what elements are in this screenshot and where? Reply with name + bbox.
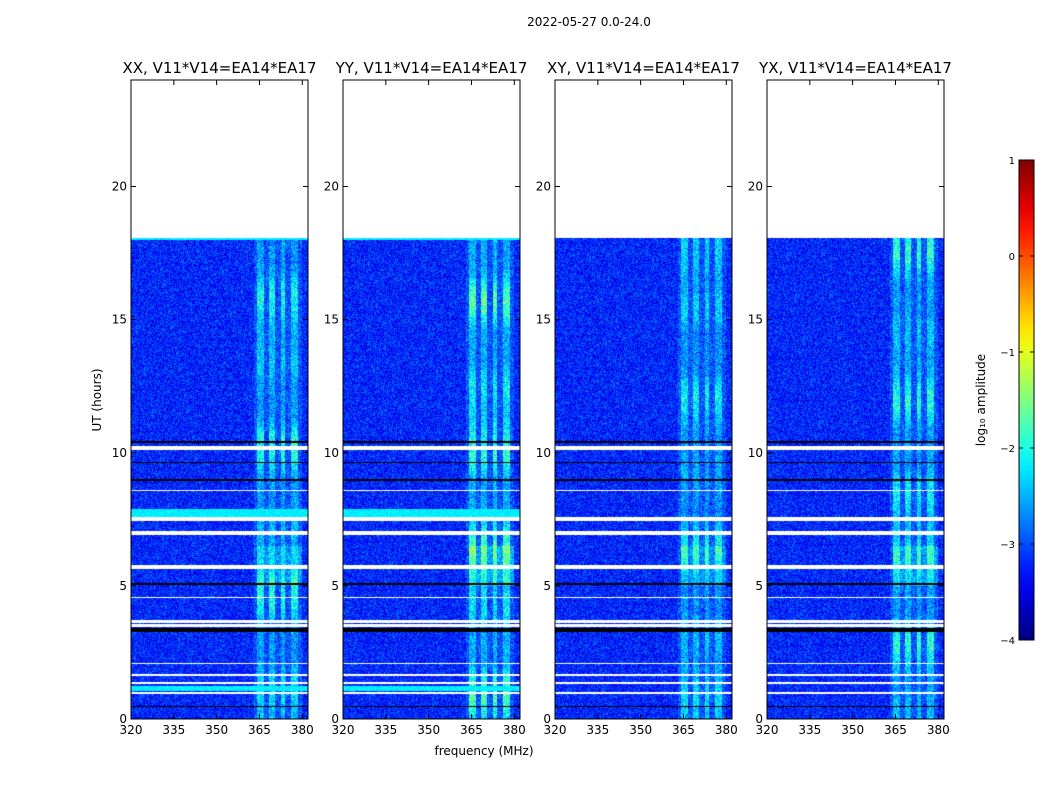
heatmap-image xyxy=(555,80,732,719)
y-tick-label: 0 xyxy=(119,712,127,726)
panel-title: XX, V11*V14=EA14*EA17 xyxy=(122,59,316,77)
x-tick-label: 365 xyxy=(248,723,271,737)
colorbar: −4 −3 −2 −1 0 1 log₁₀ amplitude xyxy=(974,156,1035,647)
y-tick-label: 5 xyxy=(331,579,339,593)
y-tick-label: 10 xyxy=(324,446,339,460)
y-tick-label: 0 xyxy=(755,712,763,726)
y-tick-label: 15 xyxy=(112,313,127,327)
x-tick-label: 350 xyxy=(417,723,440,737)
plot-frame xyxy=(130,79,309,720)
colorbar-tick-label: −3 xyxy=(1000,540,1015,551)
colorbar-label: log₁₀ amplitude xyxy=(974,354,988,446)
x-tick-label: 335 xyxy=(374,723,397,737)
panel-0: XX, V11*V14=EA14*EA17 320 335 350 365 380 0 5 10… xyxy=(112,59,317,737)
plot-frame xyxy=(342,79,521,720)
figure-title: 2022-05-27 0.0-24.0 xyxy=(527,15,651,29)
y-tick-label: 5 xyxy=(543,579,551,593)
y-tick-label: 10 xyxy=(536,446,551,460)
panels: XX, V11*V14=EA14*EA17 320 335 350 365 380 0 5 10… xyxy=(112,59,952,737)
y-tick-label: 20 xyxy=(324,180,339,194)
x-tick-label: 320 xyxy=(332,723,355,737)
y-tick-label: 15 xyxy=(324,313,339,327)
colorbar-tick-label: −4 xyxy=(1000,636,1015,647)
x-tick-label: 365 xyxy=(884,723,907,737)
x-tick-label: 335 xyxy=(798,723,821,737)
x-tick-label: 380 xyxy=(503,723,526,737)
y-tick-label: 20 xyxy=(536,180,551,194)
y-tick-label: 15 xyxy=(536,313,551,327)
panel-title: YX, V11*V14=EA14*EA17 xyxy=(758,59,952,77)
heatmap-image xyxy=(343,80,520,719)
y-tick-label: 0 xyxy=(331,712,339,726)
x-tick-label: 320 xyxy=(544,723,567,737)
y-axis-label: UT (hours) xyxy=(90,368,104,431)
y-tick-label: 20 xyxy=(748,180,763,194)
y-tick-label: 10 xyxy=(748,446,763,460)
panel-1: YY, V11*V14=EA14*EA17 320 335 350 365 380 0 5 10… xyxy=(324,59,528,737)
x-tick-label: 320 xyxy=(120,723,143,737)
x-tick-label: 350 xyxy=(841,723,864,737)
x-axis-label: frequency (MHz) xyxy=(434,744,533,758)
x-tick-label: 320 xyxy=(756,723,779,737)
x-tick-label: 350 xyxy=(629,723,652,737)
x-tick-label: 335 xyxy=(586,723,609,737)
colorbar-tick-label: 0 xyxy=(1009,252,1015,263)
x-tick-label: 380 xyxy=(715,723,738,737)
panel-2: XY, V11*V14=EA14*EA17 320 335 350 365 380 0 5 10… xyxy=(536,59,740,737)
colorbar-tick-label: −1 xyxy=(1000,348,1015,359)
colorbar-tick-label: 1 xyxy=(1009,156,1015,167)
x-tick-label: 380 xyxy=(291,723,314,737)
panel-title: YY, V11*V14=EA14*EA17 xyxy=(335,59,528,77)
panel-title: XY, V11*V14=EA14*EA17 xyxy=(547,59,740,77)
y-tick-label: 20 xyxy=(112,180,127,194)
plot-frame xyxy=(554,79,733,720)
y-tick-label: 0 xyxy=(543,712,551,726)
heatmap-image xyxy=(131,80,308,719)
x-tick-label: 350 xyxy=(205,723,228,737)
plot-frame xyxy=(766,79,945,720)
colorbar-tick-label: −2 xyxy=(1000,444,1015,455)
x-tick-label: 335 xyxy=(162,723,185,737)
x-tick-label: 380 xyxy=(927,723,950,737)
panel-3: YX, V11*V14=EA14*EA17 320 335 350 365 380 0 5 10… xyxy=(748,59,952,737)
y-tick-label: 10 xyxy=(112,446,127,460)
colorbar-gradient xyxy=(1018,159,1035,641)
x-tick-label: 365 xyxy=(460,723,483,737)
y-tick-label: 5 xyxy=(119,579,127,593)
y-tick-label: 5 xyxy=(755,579,763,593)
y-tick-label: 15 xyxy=(748,313,763,327)
x-tick-label: 365 xyxy=(672,723,695,737)
heatmap-image xyxy=(767,80,944,719)
